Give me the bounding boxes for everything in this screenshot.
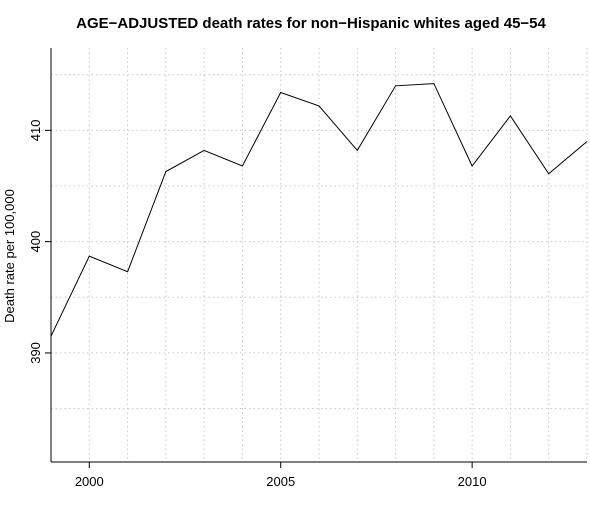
tick-labels: 2000 2005 2010 390 400 410 bbox=[28, 120, 487, 489]
x-tick-label: 2000 bbox=[75, 474, 104, 489]
grid bbox=[51, 48, 588, 462]
series bbox=[50, 83, 588, 337]
y-tick-label: 400 bbox=[28, 231, 43, 253]
series-line bbox=[50, 83, 588, 337]
y-tick-label: 390 bbox=[28, 342, 43, 364]
y-axis-label: Death rate per 100,000 bbox=[2, 189, 17, 323]
chart-title: AGE−ADJUSTED death rates for non−Hispani… bbox=[76, 15, 546, 32]
x-tick-label: 2005 bbox=[266, 474, 295, 489]
axes bbox=[45, 48, 587, 468]
y-tick-label: 410 bbox=[28, 120, 43, 142]
x-tick-label: 2010 bbox=[458, 474, 487, 489]
